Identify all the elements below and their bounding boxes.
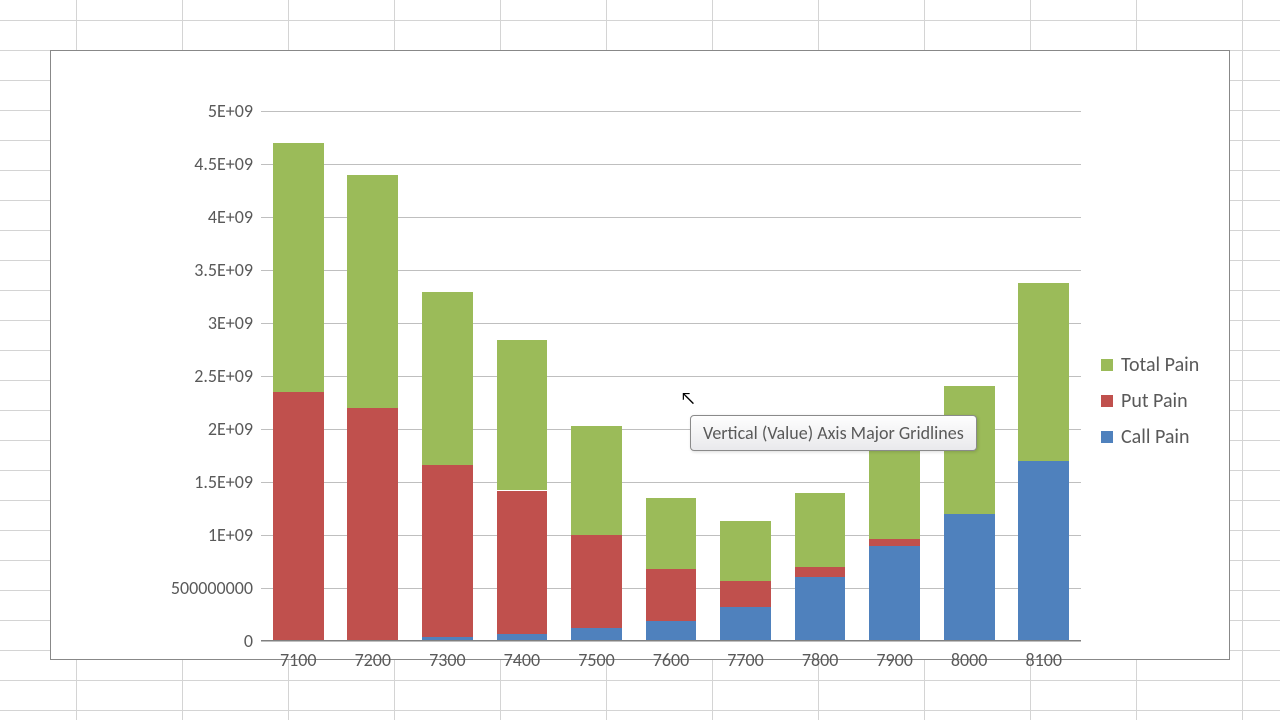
- y-axis-tick-label: 0: [244, 630, 253, 652]
- legend-swatch: [1101, 431, 1113, 443]
- x-axis-tick-label: 7400: [504, 649, 541, 671]
- legend-label: Call Pain: [1121, 425, 1190, 449]
- bar-segment-total[interactable]: [273, 143, 324, 392]
- legend-label: Put Pain: [1121, 389, 1188, 413]
- y-axis[interactable]: 05000000001E+091.5E+092E+092.5E+093E+093…: [51, 111, 261, 641]
- legend-item-call[interactable]: Call Pain: [1101, 425, 1199, 449]
- bar-segment-total[interactable]: [795, 493, 846, 567]
- x-axis-tick-label: 7300: [429, 649, 466, 671]
- y-axis-tick-label: 4.5E+09: [194, 153, 253, 175]
- bar-segment-call[interactable]: [646, 621, 697, 641]
- x-axis-tick-label: 7500: [578, 649, 615, 671]
- x-axis-tick-label: 7100: [280, 649, 317, 671]
- bar-segment-call[interactable]: [869, 546, 920, 641]
- bar-segment-call[interactable]: [795, 577, 846, 641]
- bar-segment-put[interactable]: [347, 408, 398, 641]
- x-axis-tick-label: 7800: [802, 649, 839, 671]
- bar-segment-put[interactable]: [646, 569, 697, 621]
- bar-segment-put[interactable]: [273, 392, 324, 641]
- x-axis-tick-label: 7900: [876, 649, 913, 671]
- x-axis-tick-label: 7700: [727, 649, 764, 671]
- bar-segment-total[interactable]: [497, 340, 548, 491]
- x-axis[interactable]: 7100 7200 7300 7400 7500 7600 7700 7800 7900 8000…: [261, 641, 1081, 681]
- plot-area[interactable]: [261, 111, 1081, 641]
- x-axis-tick-label: 8100: [1025, 649, 1062, 671]
- legend-swatch: [1101, 395, 1113, 407]
- bar-segment-total[interactable]: [347, 175, 398, 408]
- bar-segment-total[interactable]: [571, 426, 622, 535]
- y-axis-tick-label: 1.5E+09: [194, 471, 253, 493]
- bar-segment-total[interactable]: [646, 498, 697, 569]
- bar-segment-call[interactable]: [944, 514, 995, 641]
- bar-segment-put[interactable]: [422, 465, 473, 637]
- legend-label: Total Pain: [1121, 353, 1199, 377]
- y-axis-tick-label: 1E+09: [208, 524, 253, 546]
- legend-item-put[interactable]: Put Pain: [1101, 389, 1199, 413]
- y-axis-tick-label: 2E+09: [208, 418, 253, 440]
- chart-legend[interactable]: Total Pain Put Pain Call Pain: [1101, 341, 1199, 461]
- tooltip-text: Vertical (Value) Axis Major Gridlines: [703, 422, 964, 444]
- y-axis-tick-label: 500000000: [171, 577, 253, 599]
- bar-segment-total[interactable]: [1018, 283, 1069, 461]
- bar-segment-put[interactable]: [869, 539, 920, 545]
- chart-element-tooltip: Vertical (Value) Axis Major Gridlines: [690, 415, 977, 451]
- x-axis-tick-label: 8000: [951, 649, 988, 671]
- bar-segment-put[interactable]: [571, 535, 622, 628]
- bar-series-container: [261, 111, 1081, 641]
- y-axis-tick-label: 5E+09: [208, 100, 253, 122]
- legend-swatch: [1101, 359, 1113, 371]
- y-axis-tick-label: 3.5E+09: [194, 259, 253, 281]
- bar-segment-put[interactable]: [795, 567, 846, 578]
- bar-segment-total[interactable]: [422, 292, 473, 465]
- bar-segment-put[interactable]: [497, 491, 548, 634]
- bar-segment-call[interactable]: [1018, 461, 1069, 641]
- legend-item-total[interactable]: Total Pain: [1101, 353, 1199, 377]
- y-axis-tick-label: 4E+09: [208, 206, 253, 228]
- x-axis-tick-label: 7200: [355, 649, 392, 671]
- y-axis-tick-label: 3E+09: [208, 312, 253, 334]
- chart-frame[interactable]: 0 500000000 1E+09 1.5E+09 2E+09 2.5E+09 3E+09 3…: [50, 50, 1230, 660]
- bar-segment-total[interactable]: [720, 521, 771, 580]
- y-axis-tick-label: 2.5E+09: [194, 365, 253, 387]
- bar-segment-call[interactable]: [720, 607, 771, 641]
- bar-segment-put[interactable]: [720, 581, 771, 608]
- bar-segment-total[interactable]: [869, 438, 920, 540]
- x-axis-tick-label: 7600: [653, 649, 690, 671]
